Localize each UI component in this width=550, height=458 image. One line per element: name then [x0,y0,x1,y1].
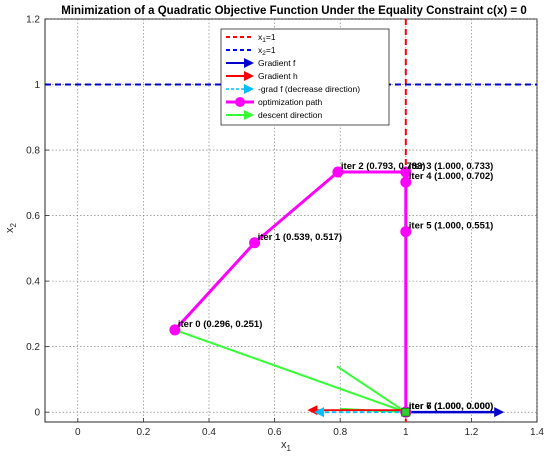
optimization-path [169,166,412,418]
path-point [400,176,412,188]
x-tick-label: 0.4 [202,427,216,438]
legend-label: Gradient f [258,58,296,68]
legend-entry: x1=1 [226,32,276,44]
iteration-label: iter 7 (1.000, 0.000) [409,401,494,412]
chart-title: Minimization of a Quadratic Objective Fu… [61,5,527,17]
legend-label: optimization path [258,97,323,107]
legend-label: Gradient h [258,71,298,81]
gradient-arrow-head [313,407,324,418]
gradient-arrow [307,405,406,416]
legend-swatch-marker [235,97,245,107]
x-tick-labels: 0 0.2 0.4 0.6 0.8 1 1.2 1.4 [75,427,544,438]
legend-swatch [226,110,254,120]
gradient-arrow [405,407,505,418]
iteration-label: iter 3 (1.000, 0.733) [409,161,494,172]
iteration-label: iter 2 (0.793, 0.733) [341,161,426,172]
iteration-labels: iter 0 (0.296, 0.251) iter 1 (0.539, 0.51… [178,161,493,412]
legend-entry: Gradient h [226,71,298,81]
y-tick-label: 0.8 [26,146,40,157]
iteration-label: iter 6 (1.000, 0.000) [409,401,494,412]
legend-label: x2=1 [258,45,276,57]
y-tick-label: 0.4 [26,277,40,288]
descent-direction-line [174,328,407,414]
legend-swatch [226,71,254,81]
x-tick-label: 1.2 [464,427,478,438]
path-point [400,226,412,238]
path-point [332,166,344,178]
y-tick-label: 1 [34,80,40,91]
y-axis-label: x2 [4,222,18,233]
iteration-label: iter 0 (0.296, 0.251) [178,319,263,330]
legend-swatch [226,84,254,94]
y-tick-label: 0.6 [26,211,40,222]
legend-swatch-head [244,71,254,81]
y-tick-label: 1.2 [26,15,40,26]
legend-swatch-head [244,84,254,94]
iteration-label: iter 4 (1.000, 0.702) [409,171,494,182]
gradient-arrow-head [494,407,505,418]
legend-entry: optimization path [226,97,323,107]
iteration-label: iter 1 (0.539, 0.517) [258,232,343,243]
path-point [249,237,261,249]
x-tick-label: 1.4 [530,427,544,438]
legend-entry: x2=1 [226,45,276,57]
x-axis-label: x1 [281,439,292,453]
path-point [169,324,181,336]
gradient-arrow-head [307,405,318,416]
legend-entry: descent direction [226,110,323,120]
x-tick-label: 0.6 [268,427,282,438]
x-tick-label: 1 [403,427,409,438]
y-tick-label: 0.2 [26,342,40,353]
legend-swatch-head [244,58,254,68]
legend-swatch [226,58,254,68]
gradient-arrow [313,407,406,418]
gradient-arrows [307,405,505,418]
y-tick-label: 0 [34,408,40,419]
iteration-label: iter 5 (1.000, 0.551) [409,221,494,232]
x-tick-label: 0.8 [333,427,347,438]
legend-entry: -grad f (decrease direction) [226,84,360,94]
x-tick-label: 0 [75,427,81,438]
x-tick-label: 0.2 [136,427,150,438]
legend-entry: Gradient f [226,58,296,68]
y-tick-labels: 0 0.2 0.4 0.6 0.8 1 1.2 [26,15,40,419]
legend-swatch-head [244,110,254,120]
legend-label: descent direction [258,110,323,120]
optimum-marker [401,407,411,417]
descent-direction-line [336,365,407,414]
legend-label: -grad f (decrease direction) [258,84,360,94]
legend-label: x1=1 [258,32,276,44]
path-point [400,166,412,178]
